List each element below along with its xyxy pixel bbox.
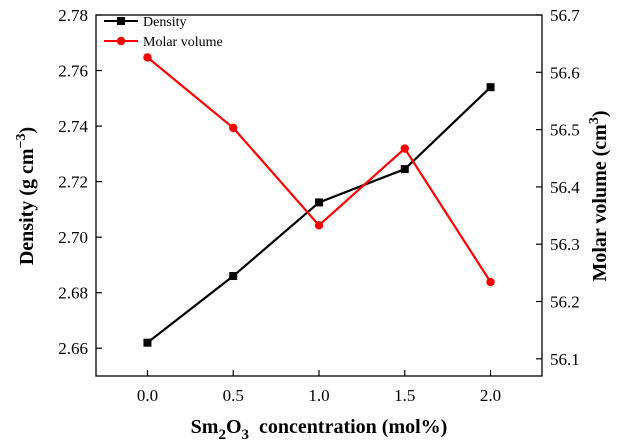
legend-density-marker <box>117 17 125 25</box>
right-tick-label: 56.6 <box>550 63 580 82</box>
x-tick-label: 0.0 <box>137 386 158 405</box>
left-tick-label: 2.70 <box>58 228 88 247</box>
right-tick-label: 56.4 <box>550 178 580 197</box>
molar-volume-point <box>400 144 409 153</box>
x-tick-label: 1.0 <box>308 386 329 405</box>
left-axis-ticks: 2.66 2.68 2.70 2.72 2.74 2.76 2.78 <box>58 6 102 358</box>
left-tick-label: 2.76 <box>58 62 88 81</box>
molar-volume-point <box>314 221 324 230</box>
right-tick-label: 56.2 <box>550 293 580 312</box>
left-tick-label: 2.66 <box>58 339 88 358</box>
x-tick-label: 2.0 <box>480 386 501 405</box>
left-tick-label: 2.78 <box>58 6 88 25</box>
right-tick-label: 56.7 <box>550 6 580 25</box>
right-tick-label: 56.3 <box>550 235 580 254</box>
right-axis-title: Molar volume (cm3) <box>587 110 611 281</box>
series-layer <box>143 53 495 347</box>
x-axis-title: Sm2O3 concentration (mol%) <box>191 416 448 443</box>
density-point <box>229 272 238 281</box>
molar-volume-point <box>486 277 495 287</box>
legend-density-label: Density <box>143 15 187 30</box>
x-tick-label: 1.5 <box>394 386 415 405</box>
x-tick-label: 0.5 <box>223 386 244 405</box>
right-axis-ticks: 56.1 56.2 56.3 56.4 56.5 56.6 56.7 <box>536 6 580 369</box>
density-line <box>146 86 492 344</box>
legend-molar-volume-label: Molar volume <box>143 35 223 50</box>
density-point <box>315 198 323 207</box>
left-axis-title: Density (g cm−3) <box>14 127 38 265</box>
right-tick-label: 56.5 <box>550 121 580 140</box>
molar-volume-line <box>146 56 492 283</box>
density-point <box>400 165 409 174</box>
left-tick-label: 2.72 <box>58 173 88 192</box>
molar-volume-point <box>143 53 152 62</box>
molar-volume-point <box>229 123 238 133</box>
left-tick-label: 2.68 <box>58 284 88 303</box>
x-axis-ticks: 0.0 0.5 1.0 1.5 2.0 <box>137 370 501 405</box>
density-point <box>143 338 152 347</box>
legend: Density Molar volume <box>104 15 223 50</box>
left-tick-label: 2.74 <box>58 117 88 136</box>
density-point <box>486 83 495 92</box>
legend-molar-volume-marker <box>116 36 126 46</box>
right-tick-label: 56.1 <box>550 350 580 369</box>
